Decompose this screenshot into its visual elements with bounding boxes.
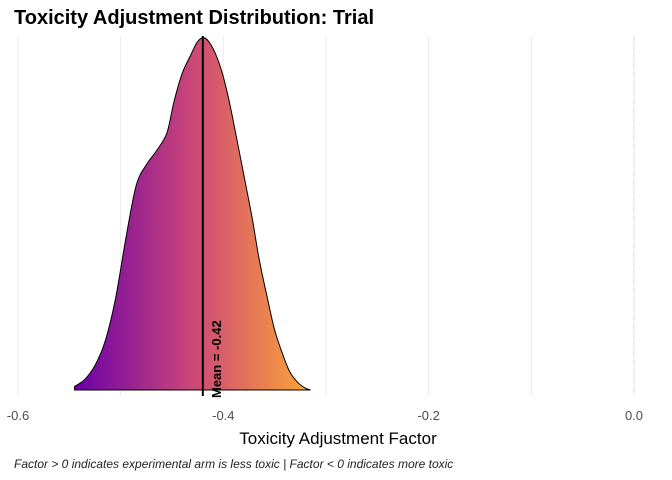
- x-axis-ticks: -0.6 -0.4 -0.2 0.0: [7, 408, 643, 423]
- x-axis-label: Toxicity Adjustment Factor: [239, 429, 437, 448]
- x-tick-label: -0.4: [212, 408, 234, 423]
- x-tick-label: 0.0: [625, 408, 643, 423]
- mean-label: Mean = -0.42: [209, 320, 224, 398]
- x-tick-label: -0.6: [7, 408, 29, 423]
- chart-caption: Factor > 0 indicates experimental arm is…: [14, 457, 454, 471]
- x-tick-label: -0.2: [417, 408, 439, 423]
- density-area: [73, 37, 311, 391]
- chart-title: Toxicity Adjustment Distribution: Trial: [14, 7, 375, 29]
